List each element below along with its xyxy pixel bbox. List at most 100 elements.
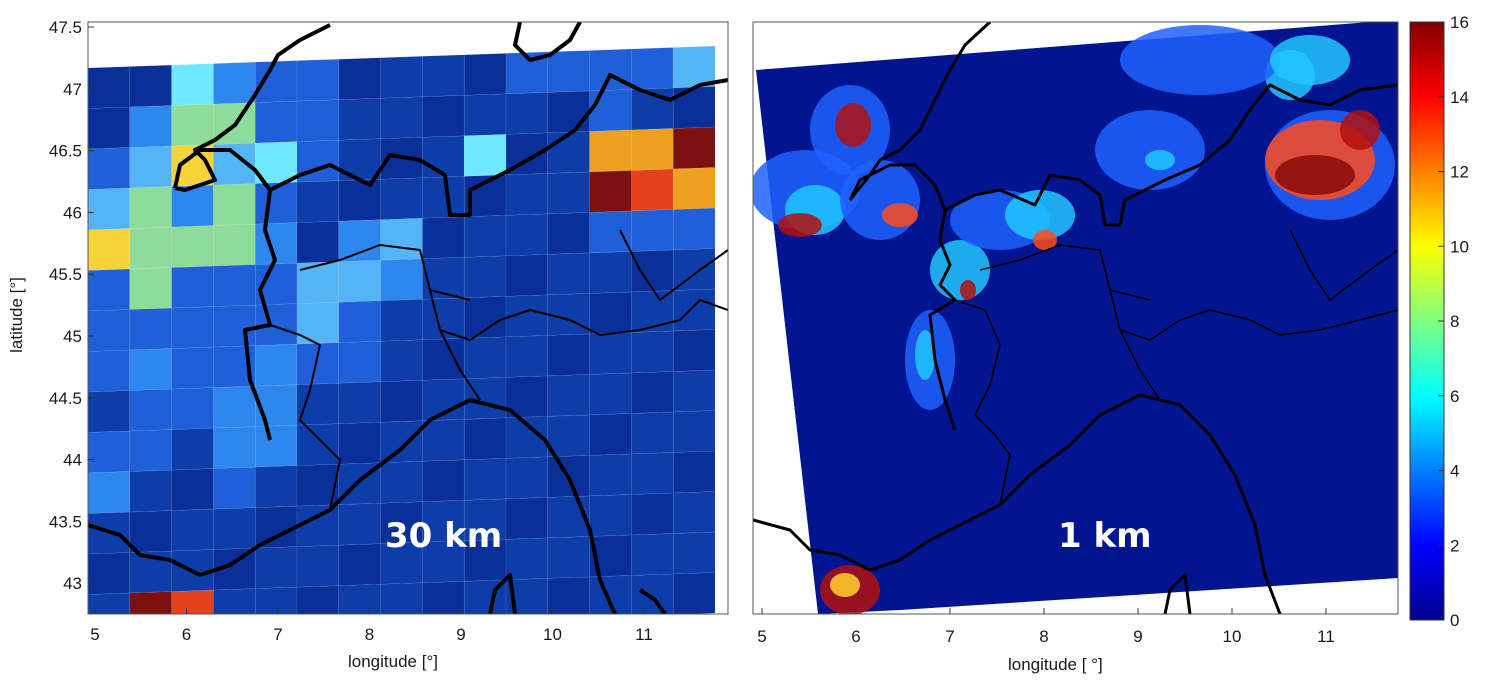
- grid-cell: [129, 510, 172, 553]
- grid-cell: [254, 505, 298, 549]
- grid-cell: [547, 576, 590, 614]
- grid-cell: [171, 265, 214, 309]
- grid-cell: [547, 90, 590, 134]
- x-tick-label: 9: [456, 625, 465, 644]
- grid-cell: [631, 411, 674, 455]
- grid-cell: [338, 381, 381, 425]
- left-border-swiss-italy: [173, 148, 277, 441]
- colorbar-tick-label: 6: [1450, 387, 1459, 406]
- grid-cell: [672, 288, 716, 332]
- left-border-swiss-west: [174, 23, 331, 192]
- grid-cell: [672, 167, 716, 210]
- grid-cell: [296, 544, 340, 588]
- grid-cell: [422, 216, 465, 260]
- grid-cell: [380, 420, 423, 464]
- precip-patch: [1120, 25, 1280, 95]
- colorbar-tick-label: 10: [1450, 237, 1469, 256]
- grid-cell: [672, 531, 716, 575]
- grid-cell: [505, 537, 549, 581]
- y-tick-label: 45.5: [49, 265, 82, 284]
- x-tick-label: 8: [365, 625, 374, 644]
- grid-cell: [631, 573, 674, 614]
- grid-cell: [254, 424, 298, 468]
- grid-cell: [547, 414, 590, 458]
- colorbar-tick-label: 2: [1450, 536, 1459, 555]
- grid-cell: [171, 387, 214, 430]
- precip-patch: [915, 330, 935, 380]
- grid-cell: [422, 459, 465, 503]
- precip-patch: [960, 280, 976, 300]
- x-tick-label: 11: [635, 625, 653, 644]
- grid-cell: [505, 173, 549, 216]
- grid-cell: [380, 96, 423, 140]
- precip-patch: [882, 203, 918, 227]
- grid-cell: [213, 588, 256, 614]
- left-y-axis-label: latitude [°]: [7, 277, 26, 353]
- grid-cell: [589, 453, 632, 497]
- grid-cell: [380, 217, 423, 261]
- grid-cell: [589, 210, 632, 254]
- grid-cell: [129, 186, 172, 229]
- grid-cell: [589, 575, 632, 614]
- grid-cell: [631, 330, 674, 374]
- grid-cell: [589, 170, 632, 213]
- grid-cell: [589, 129, 632, 173]
- right-border-north: [944, 83, 1398, 227]
- grid-cell: [254, 465, 298, 508]
- grid-cell: [338, 97, 381, 141]
- grid-cell: [88, 390, 131, 433]
- grid-cell: [547, 536, 590, 579]
- x-tick-label: 10: [543, 625, 562, 644]
- grid-cell: [213, 223, 256, 267]
- grid-cell: [505, 497, 549, 540]
- grid-cell: [338, 340, 381, 384]
- grid-cell: [129, 469, 172, 513]
- grid-cell: [422, 297, 465, 341]
- grid-cell: [213, 183, 256, 226]
- y-tick-label: 46.5: [49, 142, 82, 161]
- precip-patch: [840, 160, 920, 240]
- grid-cell: [88, 268, 131, 312]
- x-tick-label: 11: [1317, 627, 1335, 646]
- grid-cell: [296, 382, 340, 426]
- left-region-lines: [269, 229, 728, 511]
- left-x-ticks: 5 6 7 8 9 10 11: [90, 608, 653, 644]
- grid-cell: [296, 423, 340, 466]
- grid-cell: [129, 226, 172, 270]
- grid-cell: [631, 47, 674, 90]
- grid-cell: [129, 64, 172, 108]
- grid-cell: [505, 254, 549, 297]
- grid-cell: [505, 578, 549, 614]
- grid-cell: [380, 55, 423, 99]
- grid-cell: [589, 494, 632, 537]
- right-plot-border: [752, 21, 1399, 615]
- grid-cell: [547, 171, 590, 215]
- grid-cell: [672, 410, 716, 453]
- grid-cell: [463, 134, 507, 177]
- left-border-north: [269, 73, 728, 217]
- grid-cell: [171, 427, 214, 471]
- x-tick-label: 9: [1133, 627, 1142, 646]
- grid-cell: [296, 342, 340, 385]
- precip-patch: [1095, 110, 1205, 190]
- grid-cell: [213, 264, 256, 307]
- grid-cell: [505, 456, 549, 500]
- grid-cell: [88, 430, 131, 474]
- left-plot-border: [87, 21, 729, 615]
- grid-cell: [589, 291, 632, 335]
- precip-patch: [835, 103, 871, 147]
- left-map-panel: 30 km 5 6 7 8 9 10 11 47.5 47 46.5 46 45.5 45 44.5 44…: [7, 18, 729, 671]
- grid-cell: [338, 178, 381, 222]
- grid-cell: [380, 177, 423, 221]
- colorbar-tick-label: 4: [1450, 462, 1459, 481]
- grid-cell: [463, 93, 507, 137]
- grid-cell: [589, 332, 632, 375]
- grid-cell: [296, 301, 340, 345]
- grid-cell: [547, 50, 590, 93]
- right-region-lines: [954, 229, 1398, 506]
- grid-cell: [171, 589, 214, 614]
- left-x-axis-label: longitude [°]: [348, 652, 438, 671]
- x-tick-label: 5: [757, 627, 766, 646]
- x-tick-label: 7: [945, 627, 954, 646]
- grid-cell: [254, 586, 298, 614]
